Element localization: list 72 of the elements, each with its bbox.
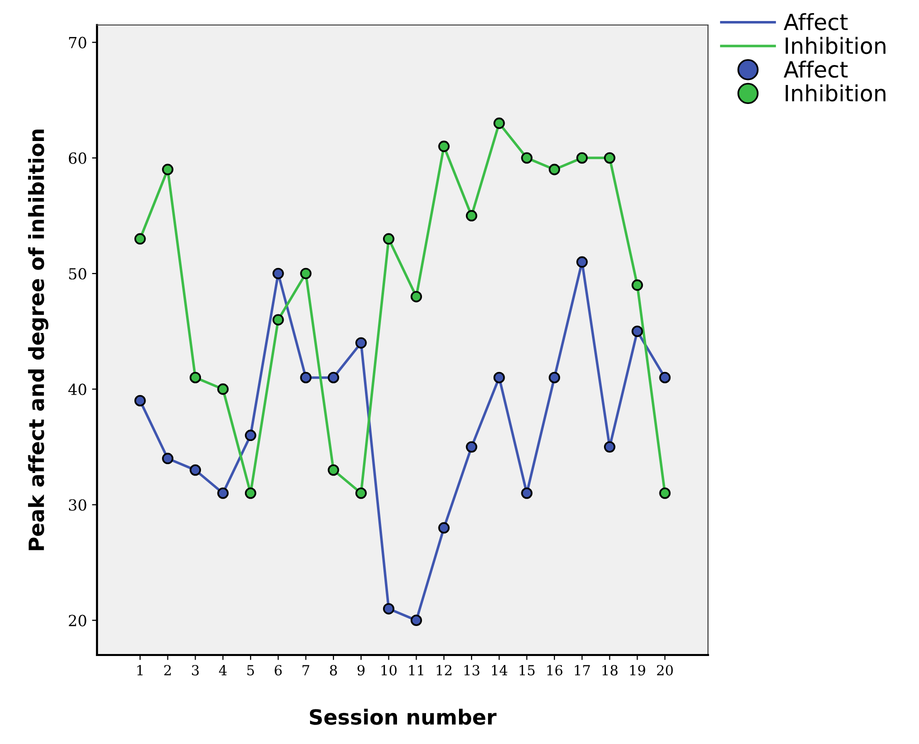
point (438, 522, 450, 534)
point (410, 290, 422, 302)
point (162, 452, 174, 464)
x-tick-label: 9 (358, 664, 365, 676)
x-tick-label: 13 (464, 664, 480, 676)
x-tick-label: 10 (382, 664, 397, 676)
point (190, 464, 202, 476)
text: Affect (784, 13, 848, 30)
x-tick-label: 8 (330, 664, 337, 676)
point (244, 487, 256, 499)
point (521, 487, 532, 499)
point (272, 268, 284, 280)
point (244, 430, 256, 442)
y-tick-label: 40 (68, 384, 86, 396)
point (604, 441, 616, 453)
point (190, 372, 202, 384)
x-tick-label: 3 (192, 664, 199, 676)
point (466, 210, 478, 222)
point (382, 233, 394, 245)
point (410, 614, 422, 626)
point (382, 603, 394, 614)
point (659, 487, 671, 499)
y-tick-label: 30 (69, 499, 86, 511)
y-tick-label: 60 (68, 152, 86, 164)
y-axis-title: Peak affect and degree of inhibition (28, 130, 48, 550)
x-tick-label: 6 (274, 664, 282, 676)
point (355, 487, 367, 499)
point (493, 372, 505, 384)
legend-label: Inhibition (786, 84, 886, 102)
x-tick-label: 19 (630, 664, 646, 676)
point (632, 326, 643, 338)
point (134, 233, 146, 245)
point (300, 372, 312, 384)
legend-label: Affect (784, 60, 848, 78)
point (328, 464, 340, 476)
point (272, 314, 284, 326)
point (438, 140, 450, 152)
point (355, 337, 367, 349)
point (548, 372, 560, 384)
x-tick-label: 7 (302, 665, 310, 676)
x-tick-label: 14 (492, 664, 508, 676)
point (576, 152, 588, 164)
x-tick-label: 20 (657, 664, 673, 676)
point (217, 383, 229, 395)
x-tick-label: 11 (409, 664, 424, 676)
point (576, 256, 588, 268)
point (632, 279, 643, 291)
point (604, 152, 616, 164)
text: Inhibition (786, 36, 886, 54)
point (300, 268, 312, 280)
x-tick-label: 12 (436, 664, 452, 676)
x-tick-label: 4 (218, 664, 227, 676)
point (134, 394, 146, 406)
x-axis-title: Session number (310, 708, 497, 725)
x-tick-label: 15 (520, 664, 535, 676)
y-tick-label: 50 (69, 268, 86, 280)
x-tick-label: 16 (547, 664, 562, 676)
point (548, 164, 560, 176)
point (328, 372, 340, 384)
y-tick-label: 70 (69, 36, 86, 48)
x-tick-label: 2 (164, 664, 171, 676)
point (466, 441, 478, 453)
x-tick-label: 18 (602, 664, 618, 676)
point (521, 152, 532, 164)
x-tick-label: 17 (574, 664, 590, 676)
point (493, 118, 505, 129)
x-tick-label: 1 (137, 664, 143, 676)
point (162, 164, 174, 176)
point (217, 487, 229, 499)
point (659, 372, 671, 384)
x-tick-label: 5 (247, 665, 254, 676)
y-tick-label: 20 (68, 614, 86, 626)
